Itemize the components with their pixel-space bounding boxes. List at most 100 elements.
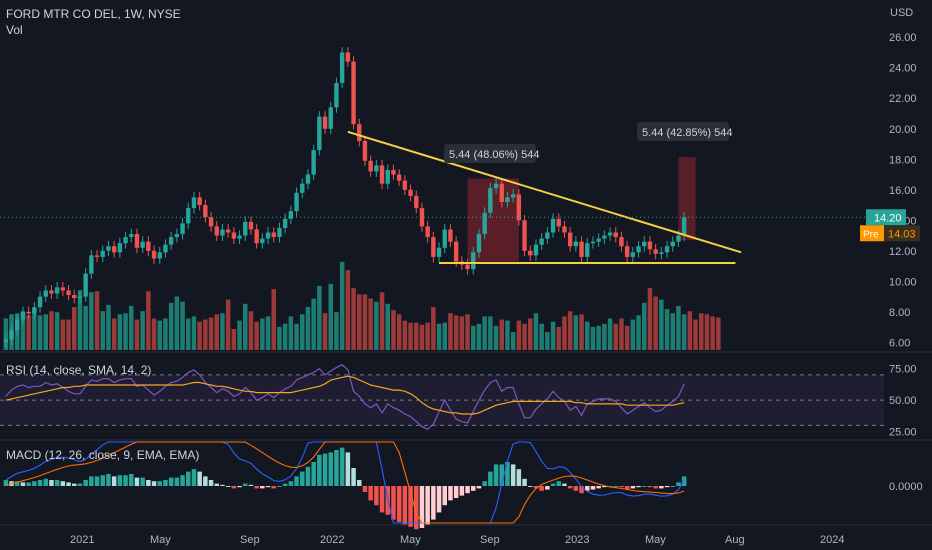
- candle: [414, 195, 419, 209]
- volume-bar: [368, 298, 373, 350]
- macd-histogram-bar: [214, 483, 219, 486]
- volume-bar: [203, 319, 208, 350]
- macd-histogram-bar: [431, 486, 436, 520]
- macd-histogram-bar: [94, 476, 100, 486]
- volume-bar: [26, 315, 31, 350]
- volume-bar: [151, 318, 157, 350]
- volume-bar: [237, 320, 242, 350]
- candle: [653, 249, 658, 254]
- macd-histogram-bar: [436, 486, 442, 513]
- volume-bar: [471, 325, 476, 350]
- volume-bar: [83, 305, 88, 350]
- candle: [602, 235, 607, 239]
- time-axis-tick: May: [400, 534, 421, 546]
- price-axis-tick: 26.00: [889, 32, 917, 44]
- volume-bar: [453, 315, 459, 350]
- candle: [567, 232, 573, 247]
- candle: [197, 197, 202, 206]
- candle: [442, 229, 447, 248]
- candle: [516, 194, 522, 221]
- candle: [607, 232, 613, 236]
- candle: [396, 174, 402, 181]
- candle: [453, 241, 459, 262]
- time-axis-tick: 2024: [820, 534, 844, 546]
- macd-histogram-bar: [254, 486, 259, 489]
- volume-bar: [522, 323, 527, 350]
- candle: [533, 244, 539, 256]
- volume-bar: [585, 321, 590, 350]
- symbol-title: FORD MTR CO DEL, 1W, NYSE: [6, 7, 181, 21]
- candle: [163, 244, 168, 253]
- candle: [579, 241, 584, 257]
- candle: [476, 234, 482, 253]
- macd-histogram-bar: [499, 464, 504, 486]
- volume-bar: [602, 323, 607, 350]
- time-axis-tick: May: [150, 534, 171, 546]
- candle: [545, 232, 550, 239]
- macd-histogram-bar: [106, 474, 111, 486]
- macd-histogram-bar: [619, 486, 624, 488]
- candle: [260, 238, 265, 244]
- volume-bar: [225, 299, 231, 350]
- candle: [436, 247, 442, 257]
- macd-histogram-bar: [448, 486, 453, 501]
- macd-axis-tick: 0.0000: [889, 481, 923, 493]
- volume-bar: [505, 320, 510, 350]
- volume-bar: [94, 291, 100, 350]
- volume-bar: [146, 291, 151, 350]
- volume-bar: [117, 314, 123, 350]
- price-axis-tick: 24.00: [889, 63, 917, 75]
- candle: [345, 52, 351, 62]
- volume-bar: [282, 323, 288, 350]
- macd-histogram-bar: [510, 464, 516, 486]
- volume-bar: [328, 283, 333, 350]
- trendline-descending: [347, 130, 742, 254]
- macd-histogram-bar: [37, 480, 43, 486]
- volume-bar: [100, 311, 105, 350]
- candle: [191, 197, 197, 209]
- candle: [294, 192, 299, 212]
- volume-bar: [294, 323, 299, 350]
- candle: [351, 61, 356, 125]
- macd-histogram-bar: [243, 483, 248, 486]
- candle: [550, 218, 556, 233]
- macd-histogram-bar: [208, 480, 214, 486]
- candle: [385, 169, 390, 184]
- macd-histogram-bar: [111, 476, 117, 486]
- volume-bar: [311, 298, 316, 350]
- volume-bar: [32, 309, 37, 350]
- macd-histogram-bar: [311, 462, 316, 486]
- macd-histogram-bar: [3, 480, 9, 486]
- macd-histogram-bar: [72, 483, 77, 486]
- macd-histogram-bar: [345, 452, 351, 486]
- volume-bar: [72, 306, 77, 350]
- candle: [619, 237, 624, 247]
- candle: [214, 226, 219, 236]
- volume-bar: [419, 324, 425, 350]
- macd-histogram-bar: [180, 475, 185, 486]
- macd-histogram-bar: [522, 478, 527, 486]
- volume-bar: [448, 313, 453, 350]
- macd-legend: MACD (12, 26, close, 9, EMA, EMA): [6, 448, 200, 462]
- macd-histogram-bar: [391, 486, 396, 520]
- macd-histogram-bar: [419, 486, 425, 528]
- volume-bar: [157, 320, 162, 350]
- time-axis-tick: 2021: [70, 534, 94, 546]
- candle: [186, 208, 191, 224]
- candle: [231, 232, 237, 239]
- macd-histogram-bar: [151, 481, 157, 486]
- measure-label-bg: [637, 122, 729, 141]
- candle: [26, 311, 31, 314]
- macd-histogram-bar: [471, 486, 476, 491]
- candle: [562, 226, 567, 233]
- volume-bar: [459, 316, 465, 350]
- candle: [146, 241, 151, 251]
- macd-histogram-bar: [396, 486, 402, 522]
- volume-bar: [339, 261, 345, 350]
- volume-bar: [243, 303, 248, 350]
- candle: [448, 229, 453, 242]
- pre-price-badge: [884, 225, 920, 242]
- macd-histogram-bar: [545, 486, 550, 490]
- volume-bar: [528, 318, 533, 350]
